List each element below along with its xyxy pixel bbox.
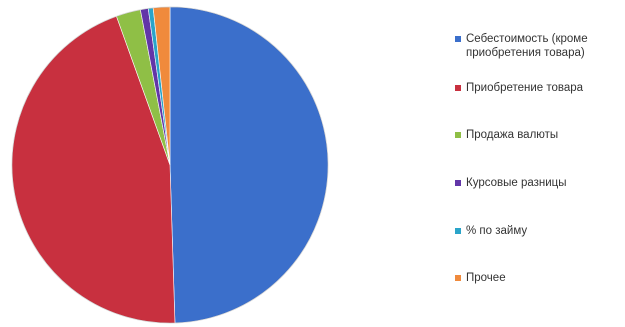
legend-item-loan-interest: % по займу xyxy=(455,224,527,238)
legend-label-currency-sale: Продажа валюты xyxy=(466,129,559,141)
legend-item-currency-sale: Продажа валюты xyxy=(455,128,558,142)
legend-item-exchange-diff: Курсовые разницы xyxy=(455,176,567,190)
pie-slice-other xyxy=(152,6,171,166)
pie-slice-goods xyxy=(11,15,176,324)
legend-swatch-loan-interest xyxy=(455,228,461,234)
legend-item-goods: Приобретение товара xyxy=(455,81,583,95)
pie-outline xyxy=(11,6,329,324)
legend-label-loan-interest: % по займу xyxy=(466,225,528,237)
legend-swatch-exchange-diff xyxy=(455,180,461,186)
legend-swatch-other xyxy=(455,275,461,281)
legend-swatch-cost xyxy=(455,36,461,42)
legend-label-exchange-diff: Курсовые разницы xyxy=(466,177,567,189)
legend-label-other: Прочее xyxy=(466,272,506,284)
legend-item-other: Прочее xyxy=(455,271,506,285)
legend-label-goods: Приобретение товара xyxy=(466,82,584,94)
legend-item-cost: Себестоимость (кроме приобретения товара… xyxy=(455,32,623,60)
legend-swatch-goods xyxy=(455,85,461,91)
pie-slice-cost xyxy=(169,6,329,324)
legend-swatch-currency-sale xyxy=(455,132,461,138)
pie-plot-area xyxy=(11,6,329,324)
legend-label-cost: Себестоимость (кроме приобретения товара… xyxy=(466,33,588,59)
